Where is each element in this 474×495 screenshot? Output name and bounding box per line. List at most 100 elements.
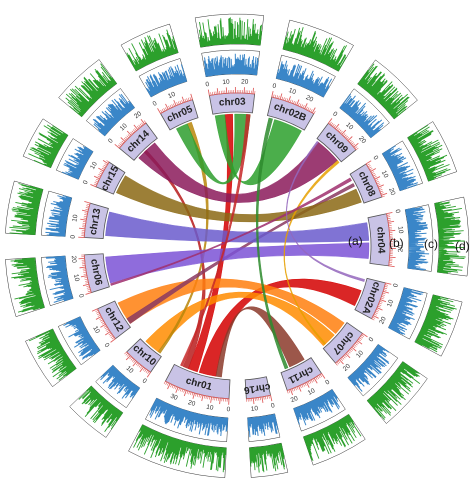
tick-chr07-14 — [347, 352, 349, 354]
chromosome-label-chr04: chr04 — [374, 227, 386, 255]
tick-chr04-10 — [389, 230, 395, 231]
tick-label-chr06-2: 20 — [70, 255, 78, 263]
tick-chr03-0 — [208, 90, 209, 96]
tick-chr02A-17 — [376, 311, 379, 312]
tick-chr02B-12 — [292, 100, 293, 103]
tick-chr01-14 — [204, 396, 205, 399]
tick-chr12-14 — [99, 318, 102, 319]
tick-chr02A-8 — [381, 296, 384, 297]
tick-chr08-8 — [373, 175, 376, 176]
tick-chr06-2 — [87, 289, 90, 290]
tick-chr04-1 — [387, 215, 390, 216]
tick-chr15-7 — [98, 174, 101, 175]
tick-chr13-16 — [85, 209, 88, 210]
tick-chr12-19 — [95, 310, 98, 311]
tick-chr02B-7 — [284, 97, 285, 100]
tick-label-chr05-1: 10 — [167, 91, 177, 100]
tick-chr12-16 — [98, 315, 101, 316]
tick-chr07-15 — [346, 354, 350, 358]
tick-chr11-4 — [316, 377, 318, 380]
tick-chr03-25 — [253, 88, 254, 94]
tick-chr07-13 — [348, 351, 350, 353]
tick-chr08-3 — [369, 167, 372, 169]
tick-chr05-20 — [191, 94, 193, 100]
tick-chr13-13 — [84, 214, 87, 215]
tick-chr06-6 — [86, 283, 89, 284]
tick-chr05-0 — [158, 108, 161, 113]
tick-chr16-10 — [253, 398, 254, 404]
tick-chr02B-17 — [300, 104, 301, 107]
tick-label-chr10-0: 0 — [141, 377, 148, 385]
tick-chr11-12 — [303, 384, 304, 387]
tick-chr04-3 — [388, 218, 391, 219]
tick-chr11-3 — [317, 376, 319, 379]
tick-chr09-13 — [345, 136, 347, 138]
tick-chr11-17 — [295, 387, 296, 390]
tick-chr09-7 — [338, 129, 340, 131]
tick-chr05-14 — [182, 100, 183, 103]
tick-chr02B-13 — [293, 101, 294, 104]
tick-chr15-14 — [105, 163, 108, 165]
tick-chr01-21 — [192, 393, 193, 396]
tick-chr11-22 — [287, 391, 288, 394]
tick-chr03-1 — [211, 92, 212, 95]
track-label-d: (d) — [455, 239, 470, 253]
tick-chr07-9 — [353, 346, 355, 348]
tick-chr01-38 — [164, 381, 165, 384]
tick-chr08-13 — [377, 183, 380, 184]
tick-chr10-7 — [139, 365, 141, 367]
tick-chr03-5 — [217, 88, 218, 94]
tick-chr09-21 — [355, 147, 357, 149]
tick-chr08-9 — [374, 176, 377, 177]
tick-chr12-9 — [104, 326, 107, 328]
tick-chr08-0 — [366, 161, 371, 164]
tick-chr11-13 — [302, 385, 303, 388]
tick-label-chr02A-2: 20 — [378, 315, 388, 325]
tick-label-chr03-2: 20 — [241, 79, 249, 86]
tick-chr01-24 — [187, 391, 188, 394]
link-chr05-chr03 — [176, 114, 250, 184]
tick-chr02B-6 — [282, 97, 283, 100]
tick-chr01-19 — [195, 393, 196, 396]
tick-chr06-10 — [81, 276, 87, 277]
tick-chr12-3 — [110, 335, 112, 337]
tick-chr05-18 — [188, 98, 189, 101]
tick-chr12-7 — [106, 329, 109, 331]
tick-chr07-22 — [337, 362, 339, 364]
tick-chr01-36 — [167, 383, 168, 386]
tick-chr15-1 — [94, 184, 97, 185]
tick-chr01-18 — [197, 394, 198, 397]
tick-chr14-7 — [125, 137, 127, 139]
tick-chr08-4 — [370, 168, 373, 169]
tick-chr02A-22 — [372, 319, 375, 320]
tick-label-chr08-2: 20 — [387, 187, 396, 197]
tick-chr13-20 — [84, 201, 90, 203]
tick-chr10-13 — [131, 358, 133, 360]
tick-chr14-17 — [139, 125, 141, 127]
tick-chr16-1 — [269, 396, 270, 399]
tick-chr02A-7 — [382, 295, 385, 296]
tick-chr02B-19 — [303, 105, 304, 108]
tick-chr02B-3 — [277, 95, 278, 98]
tick-chr02B-1 — [273, 94, 274, 97]
tick-label-chr01-2: 20 — [187, 399, 196, 408]
tick-chr01-17 — [199, 394, 200, 397]
tick-chr02A-3 — [384, 288, 387, 289]
tick-chr12-2 — [111, 336, 113, 338]
tick-chr10-2 — [146, 370, 148, 372]
tick-chr12-13 — [100, 320, 103, 321]
tick-chr14-10 — [127, 131, 131, 135]
tick-chr01-10 — [211, 397, 212, 403]
tick-chr09-3 — [332, 124, 334, 126]
tick-chr14-18 — [140, 124, 142, 126]
tick-chr01-34 — [170, 384, 171, 387]
tick-chr09-15 — [348, 137, 352, 141]
tick-chr05-15 — [182, 97, 184, 103]
tick-chr07-16 — [345, 355, 347, 357]
tick-label-chr14-2: 20 — [133, 110, 143, 120]
tick-chr02B-26 — [314, 111, 316, 114]
tick-chr01-23 — [189, 391, 190, 394]
tick-chr10-3 — [145, 369, 147, 371]
tick-label-chr07-0: 0 — [368, 336, 376, 343]
tick-chr11-9 — [308, 381, 309, 384]
